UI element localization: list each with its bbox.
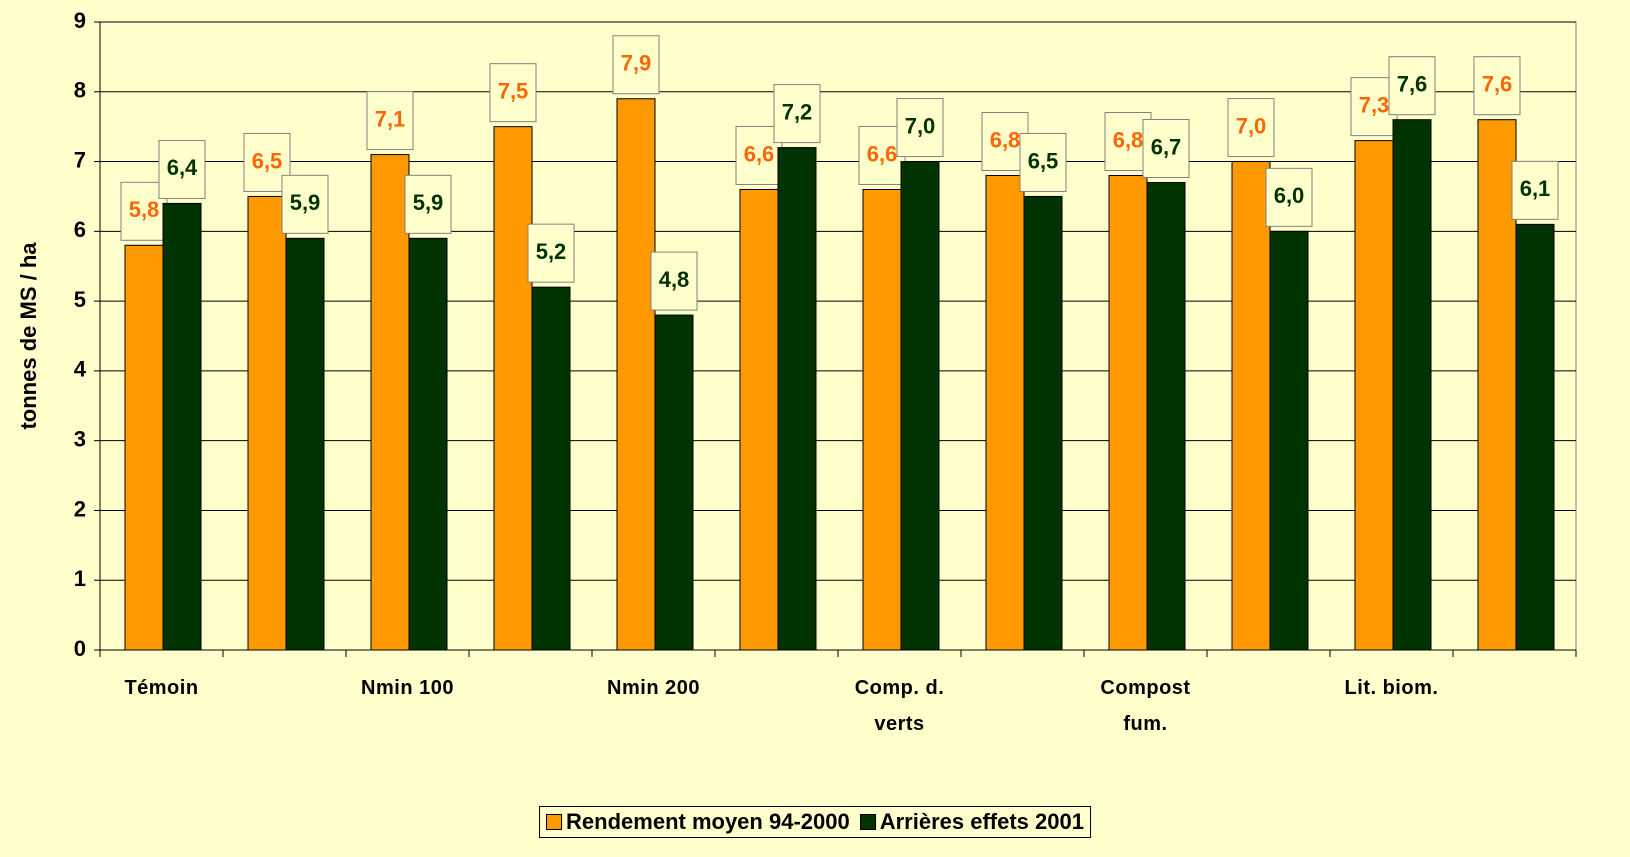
bar (124, 244, 164, 651)
data-label: 7,2 (782, 99, 813, 124)
bar (493, 126, 533, 651)
y-tick-label: 8 (74, 78, 86, 103)
plot-area (99, 21, 1577, 651)
data-label: 7,0 (905, 113, 936, 138)
bar (408, 237, 448, 651)
bar (900, 161, 940, 651)
data-label-box (281, 174, 329, 234)
y-tick-label: 4 (74, 357, 87, 382)
bar (1354, 140, 1394, 651)
bar (1108, 175, 1148, 651)
y-tick-label: 6 (74, 217, 86, 242)
bar (777, 147, 817, 651)
data-label: 5,8 (129, 197, 160, 222)
x-tick-label: Lit. biom. (1344, 677, 1439, 699)
legend-item: Arrières effets 2001 (859, 809, 1084, 835)
y-tick-label: 9 (74, 8, 86, 33)
x-tick-label: Témoin (124, 677, 199, 699)
legend: Rendement moyen 94-2000 Arrières effets 2… (539, 806, 1091, 838)
x-tick-label: Comp. d. verts (854, 677, 945, 735)
data-label: 6,6 (744, 141, 775, 166)
bar (616, 98, 656, 651)
data-label: 7,0 (1236, 113, 1267, 138)
bar (1231, 161, 1271, 651)
bar (1146, 181, 1186, 651)
data-label: 6,0 (1274, 183, 1305, 208)
x-tick-label: Nmin 100 (361, 677, 454, 699)
bar (1269, 230, 1309, 651)
y-tick-label: 3 (74, 426, 86, 451)
data-label: 4,8 (659, 267, 690, 292)
data-label: 6,8 (990, 127, 1021, 152)
y-tick-label: 7 (74, 147, 86, 172)
legend-swatch (859, 814, 876, 830)
legend-label: Arrières effets 2001 (879, 809, 1084, 834)
bar (739, 188, 779, 651)
bar (985, 175, 1025, 651)
data-label: 5,9 (413, 190, 444, 215)
bar (370, 154, 410, 651)
y-tick-label: 1 (74, 566, 86, 591)
data-label-box (158, 139, 206, 199)
bar (531, 286, 571, 651)
bar (1392, 119, 1432, 651)
data-label: 7,1 (375, 106, 406, 131)
data-label-box (1019, 132, 1067, 192)
data-label: 7,6 (1482, 72, 1513, 97)
data-label: 6,5 (1028, 148, 1059, 173)
data-label-box (1142, 118, 1190, 178)
data-label: 6,7 (1151, 134, 1182, 159)
bar (654, 314, 694, 651)
legend-item: Rendement moyen 94-2000 (546, 809, 850, 835)
data-label-box (612, 35, 660, 95)
data-label: 5,9 (290, 190, 321, 215)
y-axis-label: tonnes de MS / ha (16, 242, 41, 430)
data-label-box (1473, 56, 1521, 116)
y-tick-label: 2 (74, 496, 86, 521)
legend-label: Rendement moyen 94-2000 (566, 809, 850, 834)
data-label-box (650, 251, 698, 311)
y-tick-label: 5 (74, 287, 86, 312)
bar (1515, 223, 1555, 651)
data-label-box (896, 98, 944, 158)
data-label-box (366, 91, 414, 151)
data-label: 6,1 (1520, 176, 1551, 201)
bar (1023, 195, 1063, 651)
data-label: 6,5 (252, 148, 283, 173)
data-label-box (489, 63, 537, 123)
bar (247, 195, 287, 651)
bar (162, 202, 202, 651)
data-label: 6,6 (867, 141, 898, 166)
data-label-box (1511, 160, 1559, 220)
data-label: 7,5 (498, 78, 529, 103)
data-label-box (1388, 56, 1436, 116)
x-tick-label: Compost fum. (1100, 677, 1191, 735)
data-label-box (773, 84, 821, 144)
bar (862, 188, 902, 651)
data-label: 6,4 (167, 155, 198, 180)
bar (285, 237, 325, 651)
data-label-box (527, 223, 575, 283)
data-label: 6,8 (1113, 127, 1144, 152)
data-label: 5,2 (536, 239, 567, 264)
data-label-box (1265, 167, 1313, 227)
y-tick-label: 0 (74, 636, 86, 661)
data-label: 7,9 (621, 51, 652, 76)
x-tick-label: Nmin 200 (607, 677, 700, 699)
legend-swatch (546, 814, 563, 830)
data-label: 7,6 (1397, 72, 1428, 97)
data-label-box (404, 174, 452, 234)
data-label: 7,3 (1359, 92, 1390, 117)
bar (1477, 119, 1517, 651)
data-label-box (1227, 98, 1275, 158)
